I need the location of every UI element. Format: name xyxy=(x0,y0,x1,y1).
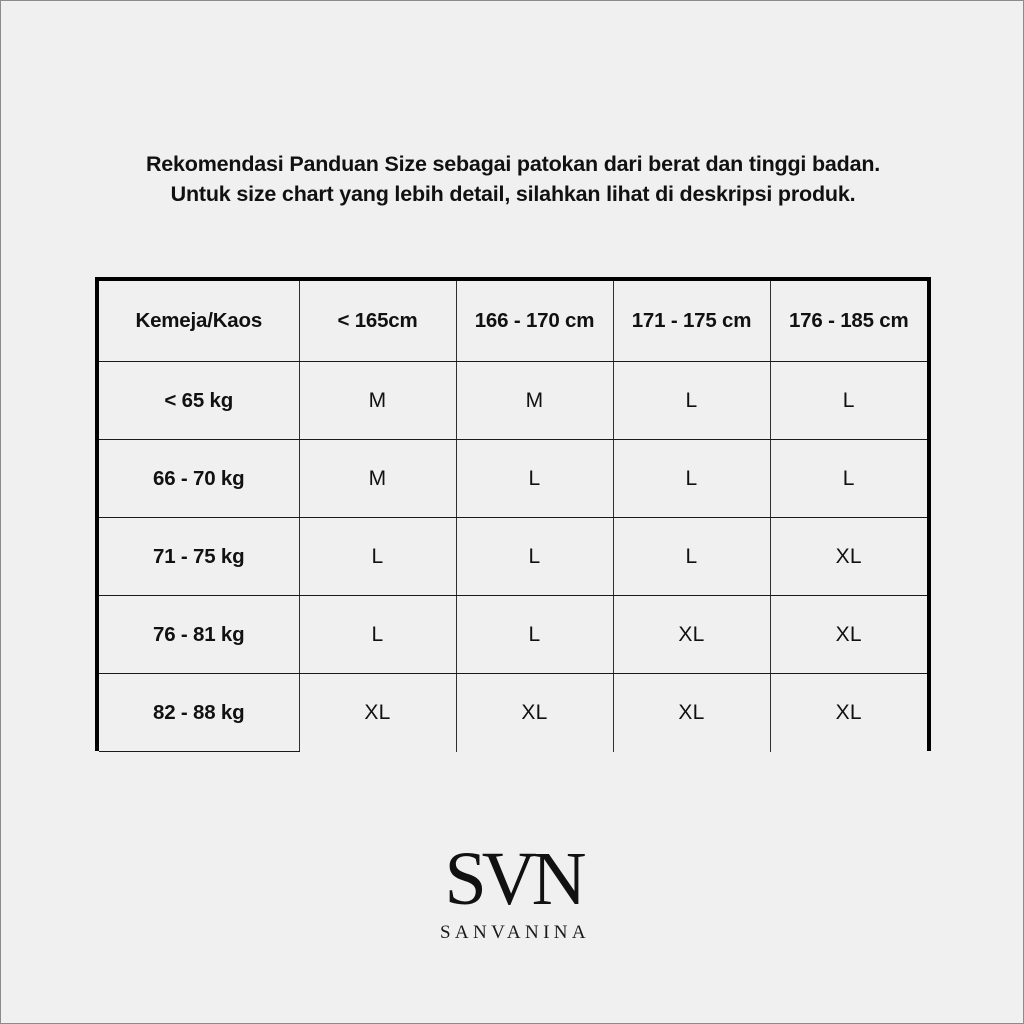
size-cell: M xyxy=(299,439,457,518)
brand-logo: SVN SANVANINA xyxy=(1,841,1024,945)
size-cell: L xyxy=(456,439,614,518)
column-header-category: Kemeja/Kaos xyxy=(99,281,300,362)
size-chart-table-container: Kemeja/Kaos < 165cm 166 - 170 cm 171 - 1… xyxy=(95,277,931,752)
size-cell: XL xyxy=(770,517,927,596)
size-cell: L xyxy=(770,361,927,440)
size-cell: L xyxy=(299,517,457,596)
row-label-weight: 82 - 88 kg xyxy=(99,673,300,752)
heading-line-2: Untuk size chart yang lebih detail, sila… xyxy=(170,182,856,206)
size-cell: XL xyxy=(613,673,771,752)
size-chart-table: Kemeja/Kaos < 165cm 166 - 170 cm 171 - 1… xyxy=(99,281,927,752)
column-header-height-4: 176 - 185 cm xyxy=(770,281,927,362)
page-heading: Rekomendasi Panduan Size sebagai patokan… xyxy=(1,149,1024,209)
column-header-height-1: < 165cm xyxy=(299,281,457,362)
row-label-weight: 66 - 70 kg xyxy=(99,439,300,518)
size-cell: M xyxy=(456,361,614,440)
table-row: 82 - 88 kg XL XL XL XL xyxy=(99,673,927,752)
size-cell: L xyxy=(299,595,457,674)
table-body: < 65 kg M M L L 66 - 70 kg M L L L 71 - … xyxy=(99,361,927,752)
brand-monogram: SVN xyxy=(444,837,586,921)
size-cell: L xyxy=(770,439,927,518)
size-cell: XL xyxy=(613,595,771,674)
table-header-row: Kemeja/Kaos < 165cm 166 - 170 cm 171 - 1… xyxy=(99,281,927,362)
table-row: < 65 kg M M L L xyxy=(99,361,927,440)
size-cell: XL xyxy=(770,595,927,674)
size-cell: L xyxy=(613,361,771,440)
row-label-weight: 76 - 81 kg xyxy=(99,595,300,674)
heading-line-1: Rekomendasi Panduan Size sebagai patokan… xyxy=(145,152,881,176)
row-label-weight: 71 - 75 kg xyxy=(99,517,300,596)
row-label-weight: < 65 kg xyxy=(99,361,300,440)
column-header-height-2: 166 - 170 cm xyxy=(456,281,614,362)
size-cell: L xyxy=(456,517,614,596)
table-header: Kemeja/Kaos < 165cm 166 - 170 cm 171 - 1… xyxy=(99,281,927,362)
table-row: 71 - 75 kg L L L XL xyxy=(99,517,927,596)
size-cell: M xyxy=(299,361,457,440)
size-cell: XL xyxy=(770,673,927,752)
size-cell: L xyxy=(613,517,771,596)
table-row: 76 - 81 kg L L XL XL xyxy=(99,595,927,674)
column-header-height-3: 171 - 175 cm xyxy=(613,281,771,362)
size-cell: L xyxy=(456,595,614,674)
size-cell: XL xyxy=(299,673,457,752)
table-row: 66 - 70 kg M L L L xyxy=(99,439,927,518)
size-cell: XL xyxy=(456,673,614,752)
brand-wordmark: SANVANINA xyxy=(439,922,591,943)
size-cell: L xyxy=(613,439,771,518)
